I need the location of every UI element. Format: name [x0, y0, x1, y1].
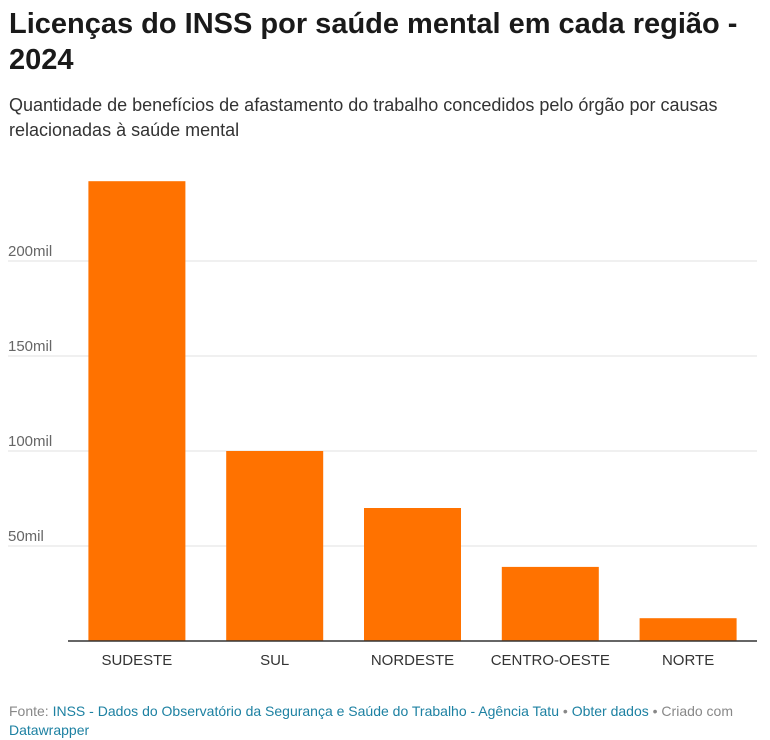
created-with-text: • Criado com	[648, 703, 734, 719]
chart-title: Licenças do INSS por saúde mental em cad…	[9, 8, 738, 76]
x-category-label-4: NORTE	[662, 652, 714, 669]
y-tick-label-2: 150mil	[8, 338, 52, 355]
datawrapper-link[interactable]: Datawrapper	[9, 722, 90, 738]
y-tick-label-0: 50mil	[8, 528, 44, 545]
chart-subtitle: Quantidade de benefícios de afastamento …	[9, 95, 718, 140]
footer-separator: •	[559, 703, 572, 719]
bar-norte[interactable]	[639, 618, 737, 641]
chart-footer: Fonte: INSS - Dados do Observatório da S…	[9, 702, 759, 740]
source-prefix: Fonte:	[9, 703, 53, 719]
source-link[interactable]: INSS - Dados do Observatório da Seguranç…	[52, 703, 559, 719]
x-category-label-1: SUL	[260, 652, 289, 669]
bar-centro-oeste[interactable]	[501, 566, 599, 641]
x-category-label-3: CENTRO-OESTE	[491, 652, 610, 669]
bar-nordeste[interactable]	[364, 508, 461, 641]
bar-sudeste[interactable]	[88, 181, 186, 641]
y-tick-label-1: 100mil	[8, 433, 52, 450]
x-category-label-0: SUDESTE	[101, 652, 172, 669]
bar-sul[interactable]	[226, 451, 324, 641]
y-tick-label-3: 200mil	[8, 243, 52, 260]
x-category-label-2: NORDESTE	[371, 652, 454, 669]
bar-chart: 50mil 100mil 150mil 200mil SUDESTE SUL NORDEST…	[8, 181, 757, 669]
get-data-link[interactable]: Obter dados	[571, 703, 649, 719]
